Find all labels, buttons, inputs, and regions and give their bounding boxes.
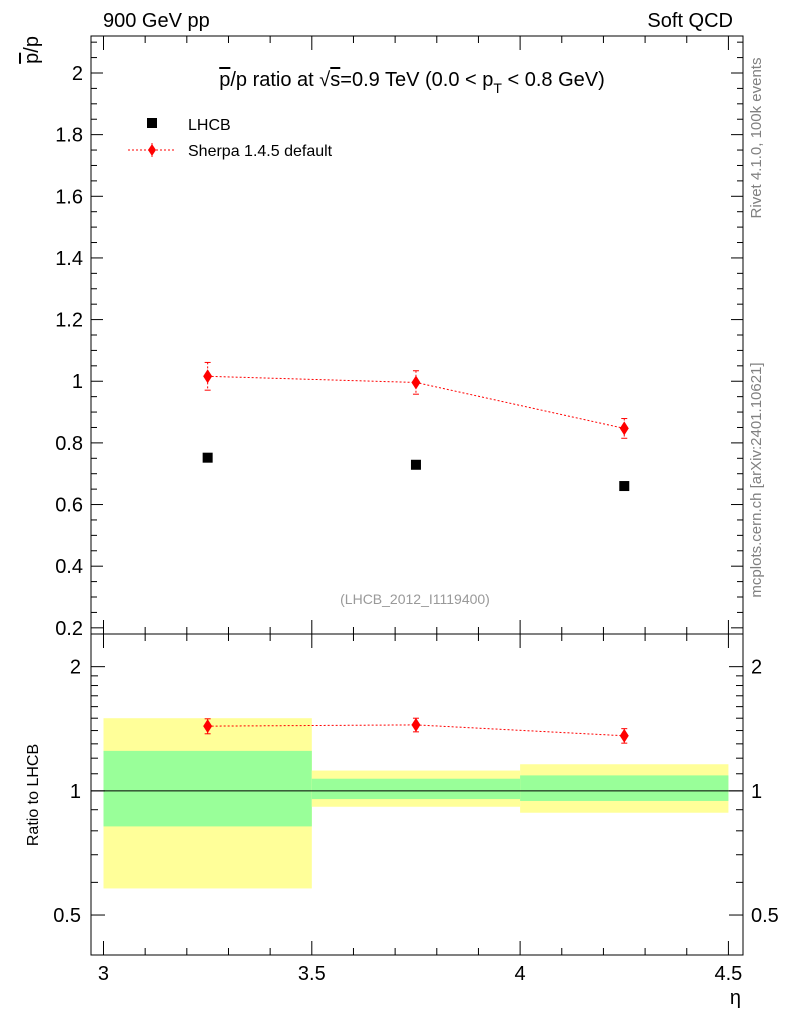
mcplots-url-text: mcplots.cern.ch [arXiv:2401.10621]: [748, 362, 765, 597]
ratio-frame: [90, 633, 744, 956]
main-ytick-label-8: 1.8: [55, 125, 83, 147]
x-axis-label: η: [730, 987, 741, 1009]
ylabel-pbar: p: [21, 53, 43, 64]
title-ratio-text: /p ratio at: [230, 69, 319, 91]
sherpa-marker-1: [411, 375, 421, 390]
ratio-band-green-2: [520, 775, 729, 801]
sherpa-marker-0: [203, 369, 213, 384]
ratio-xtick-label-1: 3.5: [298, 963, 326, 985]
main-ytick-label-1: 0.4: [55, 556, 83, 578]
main-ytick-label-0: 0.2: [55, 618, 83, 640]
rivet-version-text: Rivet 4.1.0, 100k events: [748, 58, 765, 219]
ratio-xtick-label-3: 4.5: [715, 963, 743, 985]
lhcb-point-1: [410, 459, 421, 470]
ratio-xtick-label-0: 3: [98, 963, 109, 985]
legend-lhcb-marker: [147, 118, 157, 128]
title-sub-t: T: [493, 80, 502, 96]
main-ytick-label-6: 1.4: [55, 248, 83, 270]
ratio-ytick-label-right-0: 0.5: [751, 905, 779, 927]
title-energy: =0.9 TeV (0.0 < p: [340, 69, 493, 91]
ratio-xtick-label-2: 4: [515, 963, 526, 985]
ratio-sherpa-marker-1: [411, 717, 421, 732]
ratio-ytick-label-left-2: 2: [70, 657, 81, 679]
title-sqrt-s: s: [330, 69, 340, 91]
legend-lhcb-label: LHCB: [188, 117, 231, 134]
ratio-band-green-0: [103, 750, 312, 827]
title-range-end: < 0.8 GeV): [502, 69, 605, 91]
lhcb-point-2: [619, 481, 630, 492]
main-ytick-label-4: 1: [72, 371, 83, 393]
sherpa-point-0: [203, 361, 213, 391]
legend-sherpa-label: Sherpa 1.4.5 default: [188, 143, 333, 160]
header-left: 900 GeV pp: [103, 10, 210, 32]
ratio-sherpa-point-0: [203, 718, 213, 735]
ylabel-rest: /p: [21, 36, 43, 53]
chart-title: p/p ratio at √s=0.9 TeV (0.0 < pT < 0.8 …: [219, 69, 605, 96]
main-ytick-label-5: 1.2: [55, 310, 83, 332]
ratio-data-marks: [203, 717, 629, 744]
ratio-sherpa-point-1: [411, 717, 421, 733]
main-y-axis-label: p/p: [21, 36, 43, 64]
ratio-sherpa-point-2: [619, 728, 629, 744]
ratio-y-axis-label: Ratio to LHCB: [25, 744, 42, 846]
axes: 0.2 0.4 0.6 0.8 1 1.2 1.4 1.6 1.8 2 3 3.5 4 4.5 0.5 0.5…: [53, 35, 779, 985]
main-ytick-label-3: 0.8: [55, 433, 83, 455]
ratio-ytick-label-right-1: 1: [751, 781, 762, 803]
analysis-tag: (LHCB_2012_I1119400): [340, 591, 490, 607]
main-ytick-label-2: 0.6: [55, 495, 83, 517]
ratio-band-green-1: [311, 778, 521, 800]
header-right: Soft QCD: [647, 10, 733, 32]
ratio-ytick-label-left-0: 0.5: [53, 905, 81, 927]
title-pbar: p: [219, 69, 230, 91]
sherpa-point-2: [619, 418, 629, 439]
ratio-bands: [91, 718, 743, 889]
main-data-marks: [202, 361, 630, 492]
sherpa-point-1: [411, 370, 421, 395]
legend: LHCB Sherpa 1.4.5 default: [128, 117, 333, 160]
ratio-ytick-label-left-1: 1: [70, 781, 81, 803]
lhcb-point-0: [202, 452, 213, 463]
main-ytick-label-7: 1.6: [55, 186, 83, 208]
ratio-sherpa-marker-0: [203, 719, 213, 734]
main-ytick-label-9: 2: [72, 63, 83, 85]
ratio-sherpa-marker-2: [619, 728, 629, 743]
sqrt-sign: √: [319, 69, 330, 91]
legend-sherpa-marker: [148, 144, 156, 156]
ratio-ytick-label-right-2: 2: [751, 657, 762, 679]
sherpa-marker-2: [619, 421, 629, 436]
